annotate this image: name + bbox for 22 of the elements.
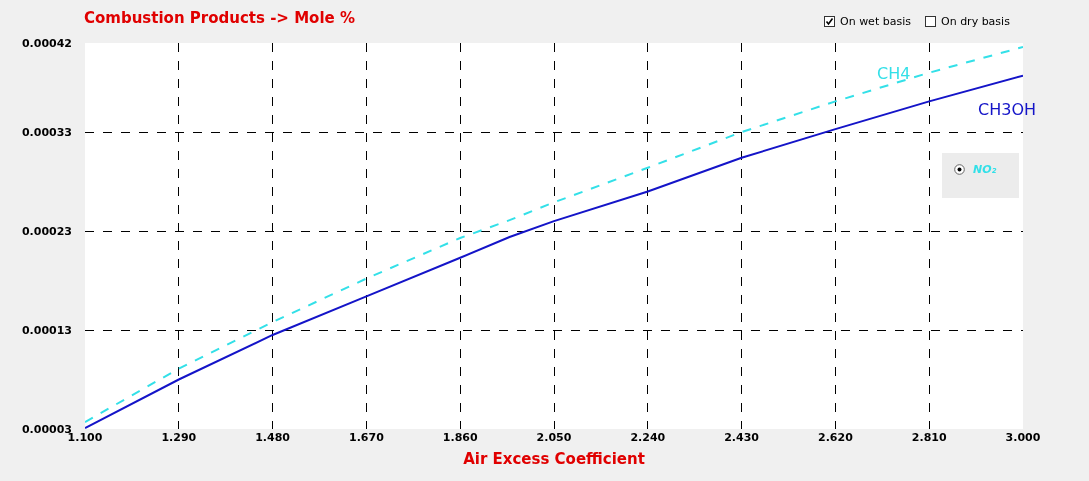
y-tick-label: 0.00033 [21,125,72,139]
chart-title: Combustion Products -> Mole % [84,9,355,28]
option-panel: NO₂ [942,153,1019,198]
annotation: NO₂ [973,163,997,176]
y-tick-label: 0.00042 [21,36,72,50]
text: On dry basis [941,15,1010,28]
x-tick-label: 1.860 [442,431,478,444]
x-tick-label: 2.620 [818,431,854,444]
x-tick-label: 1.290 [161,431,197,444]
x-tick-label: 1.480 [255,431,291,444]
series-label: CH4 [877,64,911,83]
x-tick-label: 1.670 [349,431,385,444]
series-label: CH3OH [978,100,1037,119]
x-tick-label: 2.050 [536,431,572,444]
x-tick-label: 2.430 [724,431,760,444]
y-tick-label: 0.00023 [21,224,72,238]
y-tick-label: 0.00013 [21,323,72,337]
x-tick-label: 2.810 [911,431,947,444]
x-tick-label: 2.240 [630,431,666,444]
x-tick-label: 3.000 [1005,431,1041,444]
text: On wet basis [840,15,911,28]
x-axis-title: Air Excess Coefficient [463,450,645,468]
